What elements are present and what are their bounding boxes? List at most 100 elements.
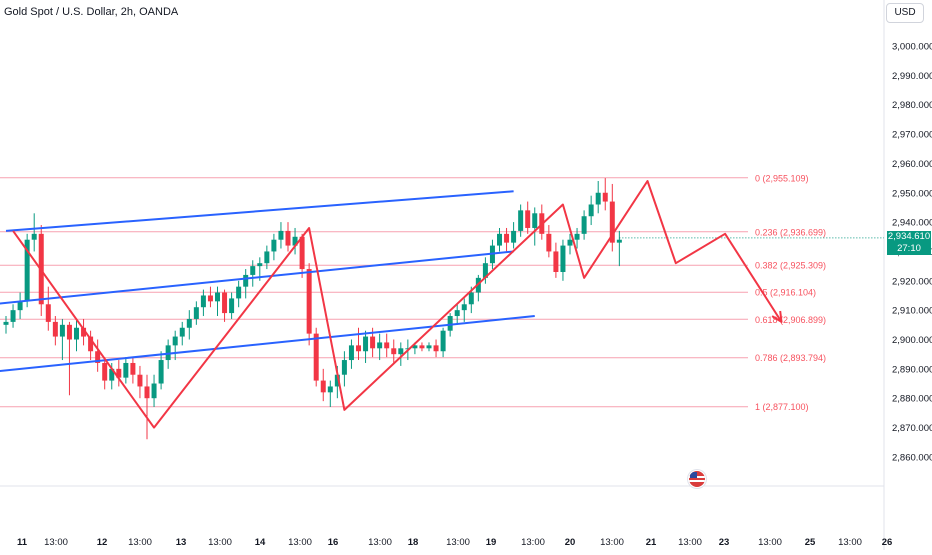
candle-body	[497, 233, 502, 246]
candle-body	[45, 304, 51, 322]
candle-body	[17, 301, 23, 311]
candle-body	[553, 251, 559, 272]
x-tick-label: 13	[176, 537, 187, 548]
candle-body	[454, 310, 460, 317]
x-tick-label: 25	[805, 537, 816, 548]
candle-body	[468, 292, 474, 305]
candle-body	[588, 204, 594, 217]
candle-body	[595, 192, 601, 205]
candle-body	[426, 345, 432, 349]
candle-body	[264, 251, 270, 264]
candle-body	[285, 230, 291, 246]
candle-body	[109, 368, 115, 381]
candle-body	[3, 321, 9, 325]
candle-body	[433, 345, 439, 352]
candle-body	[616, 239, 622, 243]
candle-body	[257, 263, 263, 267]
candle-body	[200, 295, 206, 308]
projection-arrow-head	[771, 310, 783, 323]
x-tick-label: 13:00	[288, 537, 312, 548]
candle-body	[412, 345, 418, 349]
x-tick-label: 16	[328, 537, 339, 548]
x-tick-label: 13:00	[758, 537, 782, 548]
x-tick-label: 13:00	[678, 537, 702, 548]
channel-line	[0, 315, 535, 372]
candle-body	[370, 336, 376, 349]
candle-body	[250, 266, 256, 275]
y-tick-label: 2,870.000	[892, 423, 932, 434]
fib-label: 0.236 (2,936.699)	[755, 227, 826, 237]
x-tick-label: 14	[255, 537, 266, 548]
candle-body	[391, 348, 397, 355]
candle-body	[609, 201, 615, 243]
candle-body	[116, 368, 122, 378]
candle-body	[229, 298, 235, 314]
candle-body	[102, 362, 108, 381]
candle-body	[186, 318, 192, 328]
x-tick-label: 19	[486, 537, 497, 548]
x-tick-label: 13:00	[368, 537, 392, 548]
candle-body	[24, 239, 30, 302]
y-tick-label: 2,860.000	[892, 452, 932, 463]
y-tick-label: 2,980.000	[892, 100, 932, 111]
y-tick-label: 2,890.000	[892, 364, 932, 375]
x-tick-label: 13:00	[838, 537, 862, 548]
x-tick-label: 20	[565, 537, 576, 548]
candle-body	[151, 383, 157, 399]
candle-body	[560, 245, 566, 272]
y-tick-label: 2,940.000	[892, 218, 932, 229]
candle-body	[88, 336, 94, 352]
candle-body	[518, 210, 524, 231]
countdown-timer: 27:10	[897, 243, 921, 254]
zigzag-path	[12, 180, 783, 429]
candle-body	[222, 292, 228, 314]
x-tick-label: 13:00	[446, 537, 470, 548]
candle-body	[511, 230, 517, 243]
candle-body	[447, 316, 453, 331]
candle-body	[574, 233, 580, 240]
candle-body	[207, 295, 213, 302]
candle-body	[292, 236, 298, 246]
candle-body	[52, 321, 58, 337]
last-price-value: 2,934.610	[887, 231, 931, 242]
fib-label: 1 (2,877.100)	[755, 402, 809, 412]
candle-body	[193, 307, 199, 319]
candle-body	[567, 239, 573, 246]
candle-body	[384, 342, 390, 349]
x-tick-label: 26	[882, 537, 893, 548]
candle-body	[504, 233, 510, 243]
x-tick-label: 21	[646, 537, 657, 548]
candle-body	[31, 233, 37, 240]
us-flag-event-icon[interactable]	[688, 470, 706, 488]
candle-body	[306, 269, 312, 334]
last-price-tag: 2,934.610 27:10	[887, 231, 931, 255]
fib-label: 0.5 (2,916.104)	[755, 288, 816, 298]
candle-body	[398, 348, 404, 355]
y-tick-label: 2,990.000	[892, 71, 932, 82]
candle-body	[334, 374, 340, 387]
candle-body	[546, 233, 552, 252]
candle-body	[123, 362, 129, 378]
candle-body	[215, 292, 220, 302]
x-tick-label: 12	[97, 537, 108, 548]
x-tick-label: 13:00	[128, 537, 152, 548]
candle-body	[10, 310, 16, 322]
candle-body	[172, 336, 178, 346]
candle-body	[179, 327, 185, 337]
y-tick-label: 2,900.000	[892, 335, 932, 346]
candle-body	[602, 192, 608, 202]
y-tick-label: 2,920.000	[892, 276, 932, 287]
candle-body	[461, 304, 467, 311]
candle-body	[327, 386, 333, 393]
y-tick-label: 3,000.000	[892, 42, 932, 53]
candle-body	[59, 324, 65, 337]
x-tick-label: 18	[408, 537, 419, 548]
y-tick-label: 2,910.000	[892, 306, 932, 317]
y-tick-label: 2,950.000	[892, 188, 932, 199]
candle-body	[130, 362, 136, 375]
candle-body	[137, 374, 143, 387]
currency-button[interactable]: USD	[886, 3, 924, 23]
y-tick-label: 2,880.000	[892, 394, 932, 405]
